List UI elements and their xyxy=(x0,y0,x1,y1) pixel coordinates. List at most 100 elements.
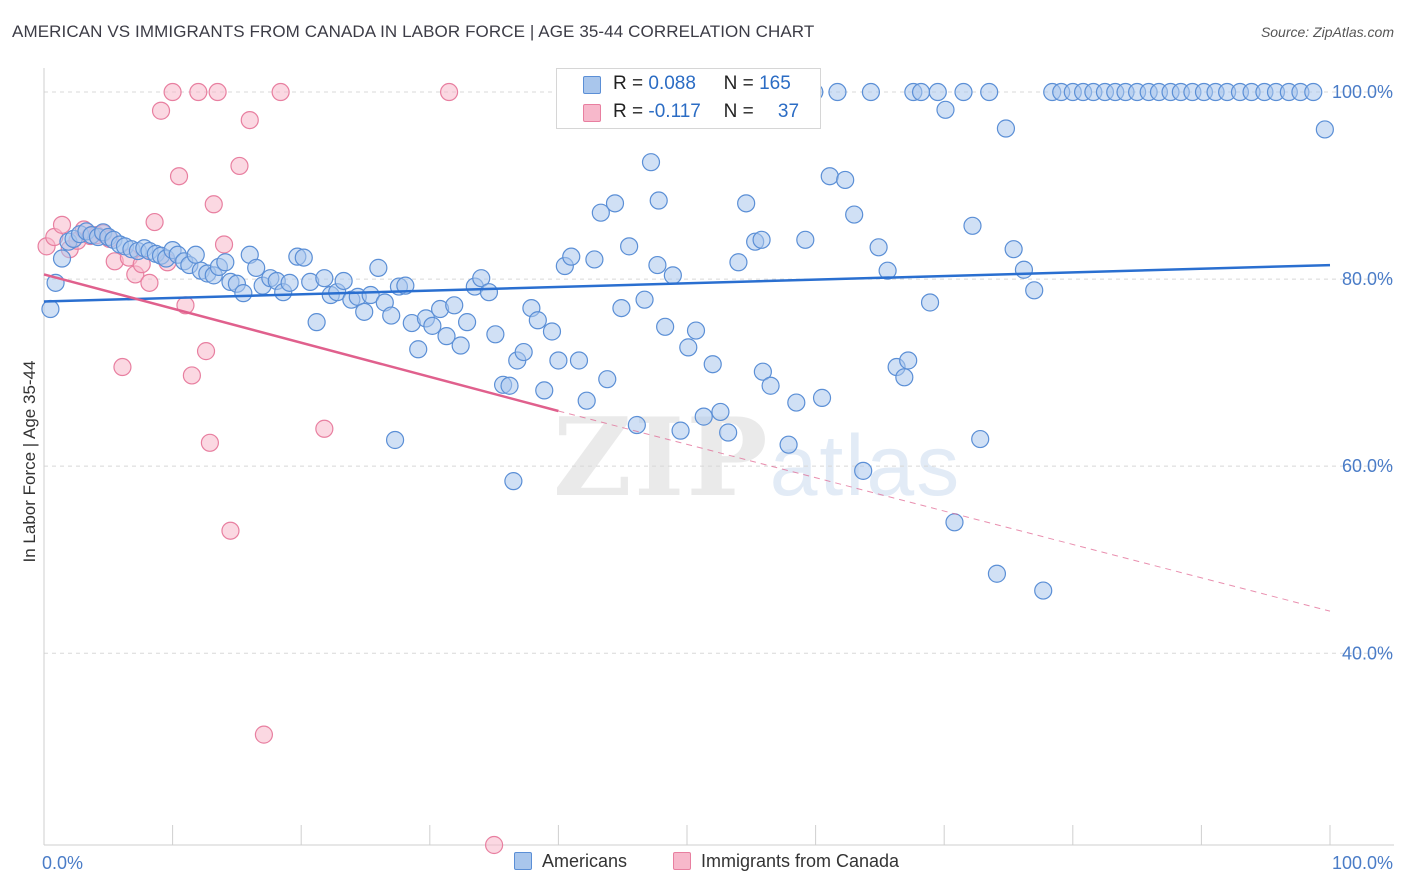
americans-point xyxy=(694,407,713,426)
legend-r-value: -0.117 xyxy=(648,101,701,122)
canada-point xyxy=(315,419,334,438)
canada-point xyxy=(163,82,182,102)
americans-point xyxy=(679,338,698,357)
americans-point xyxy=(528,311,547,330)
americans-point xyxy=(729,253,748,272)
canada-point xyxy=(189,82,208,102)
canada-trendline xyxy=(43,273,559,413)
americans-point xyxy=(686,321,706,340)
americans-point xyxy=(315,269,334,288)
americans-point xyxy=(280,273,299,292)
americans-point xyxy=(761,376,780,395)
legend-text-canada: R = -0.117 N = 37 xyxy=(613,101,799,123)
americans-point xyxy=(41,299,60,319)
americans-point xyxy=(920,293,940,312)
bottom-legend-swatch-americans xyxy=(514,852,532,870)
americans-point xyxy=(703,355,722,374)
americans-point xyxy=(649,191,668,210)
canada-point xyxy=(113,357,132,377)
americans-point xyxy=(577,391,596,410)
americans-point xyxy=(234,284,253,303)
americans-point xyxy=(535,381,554,400)
americans-point xyxy=(987,564,1007,583)
americans-point xyxy=(486,325,505,344)
y-axis-title: In Labor Force | Age 35-44 xyxy=(20,361,39,563)
canada-point xyxy=(230,156,249,176)
americans-point xyxy=(656,317,675,336)
americans-point xyxy=(307,313,326,332)
x-tick-label: 100.0% xyxy=(1332,853,1393,873)
bottom-legend-label-americans: Americans xyxy=(542,851,628,871)
americans-point xyxy=(1315,120,1334,139)
americans-point xyxy=(612,299,631,318)
americans-point xyxy=(1304,82,1323,102)
canada-point xyxy=(254,725,274,744)
americans-point xyxy=(382,306,401,325)
americans-point xyxy=(719,423,738,442)
y-tick-label: 60.0% xyxy=(1342,456,1393,476)
americans-point xyxy=(334,271,353,291)
canada-point xyxy=(439,82,459,102)
bottom-legend-americans: Americans xyxy=(514,851,627,877)
canada-point xyxy=(151,101,171,120)
americans-point xyxy=(796,230,815,249)
canada-point xyxy=(169,167,189,186)
legend-r-label: R = xyxy=(613,73,644,94)
canada-point xyxy=(145,212,164,232)
americans-point xyxy=(542,322,562,341)
legend-swatch-americans xyxy=(583,76,601,94)
canada-point xyxy=(271,82,290,102)
legend-r-label: R = xyxy=(613,101,644,122)
americans-point xyxy=(569,351,589,370)
bottom-legend-swatch-canada xyxy=(673,852,691,870)
americans-point xyxy=(861,82,880,102)
americans-point xyxy=(591,203,610,222)
americans-point xyxy=(598,370,617,389)
chart-title: AMERICAN VS IMMIGRANTS FROM CANADA IN LA… xyxy=(12,22,815,41)
americans-point xyxy=(216,253,235,272)
americans-point xyxy=(779,435,798,454)
americans-point xyxy=(445,296,464,315)
americans-point xyxy=(899,351,918,370)
americans-point xyxy=(620,237,639,256)
americans-point xyxy=(1004,240,1023,259)
americans-point xyxy=(585,250,604,269)
canada-trendline-extension xyxy=(558,410,1331,612)
canada-point xyxy=(221,521,240,540)
americans-point xyxy=(936,100,955,119)
americans-point xyxy=(980,82,999,102)
legend-n-value: 165 xyxy=(759,73,791,94)
americans-point xyxy=(605,194,625,213)
americans-point xyxy=(737,194,756,213)
americans-point xyxy=(549,351,568,370)
americans-point xyxy=(457,313,477,332)
americans-point xyxy=(663,266,682,285)
americans-point xyxy=(911,82,931,102)
americans-point xyxy=(437,327,456,346)
americans-point xyxy=(812,388,832,407)
americans-point xyxy=(895,368,914,387)
americans-point xyxy=(627,415,646,435)
americans-point xyxy=(954,82,973,102)
americans-point xyxy=(479,283,499,302)
legend-r-value: 0.088 xyxy=(648,73,696,94)
canada-point xyxy=(140,273,159,292)
americans-point xyxy=(514,342,533,362)
legend-n-label: N = xyxy=(723,73,754,94)
americans-point xyxy=(294,248,313,267)
americans-point xyxy=(963,216,982,235)
americans-point xyxy=(472,269,491,288)
canada-point xyxy=(200,433,219,452)
canada-point xyxy=(182,366,201,385)
americans-trendline xyxy=(43,263,1331,303)
americans-point xyxy=(878,261,897,280)
americans-point xyxy=(385,430,405,450)
americans-point xyxy=(635,290,654,309)
source-label: Source: ZipAtlas.com xyxy=(1260,24,1394,40)
canada-point xyxy=(196,342,216,361)
canada-point xyxy=(214,235,234,254)
americans-point xyxy=(820,167,839,186)
americans-point xyxy=(355,302,374,321)
americans-point xyxy=(711,402,730,422)
stats-legend: R = 0.088 N = 165 R = -0.117 N = 37 xyxy=(556,68,821,129)
